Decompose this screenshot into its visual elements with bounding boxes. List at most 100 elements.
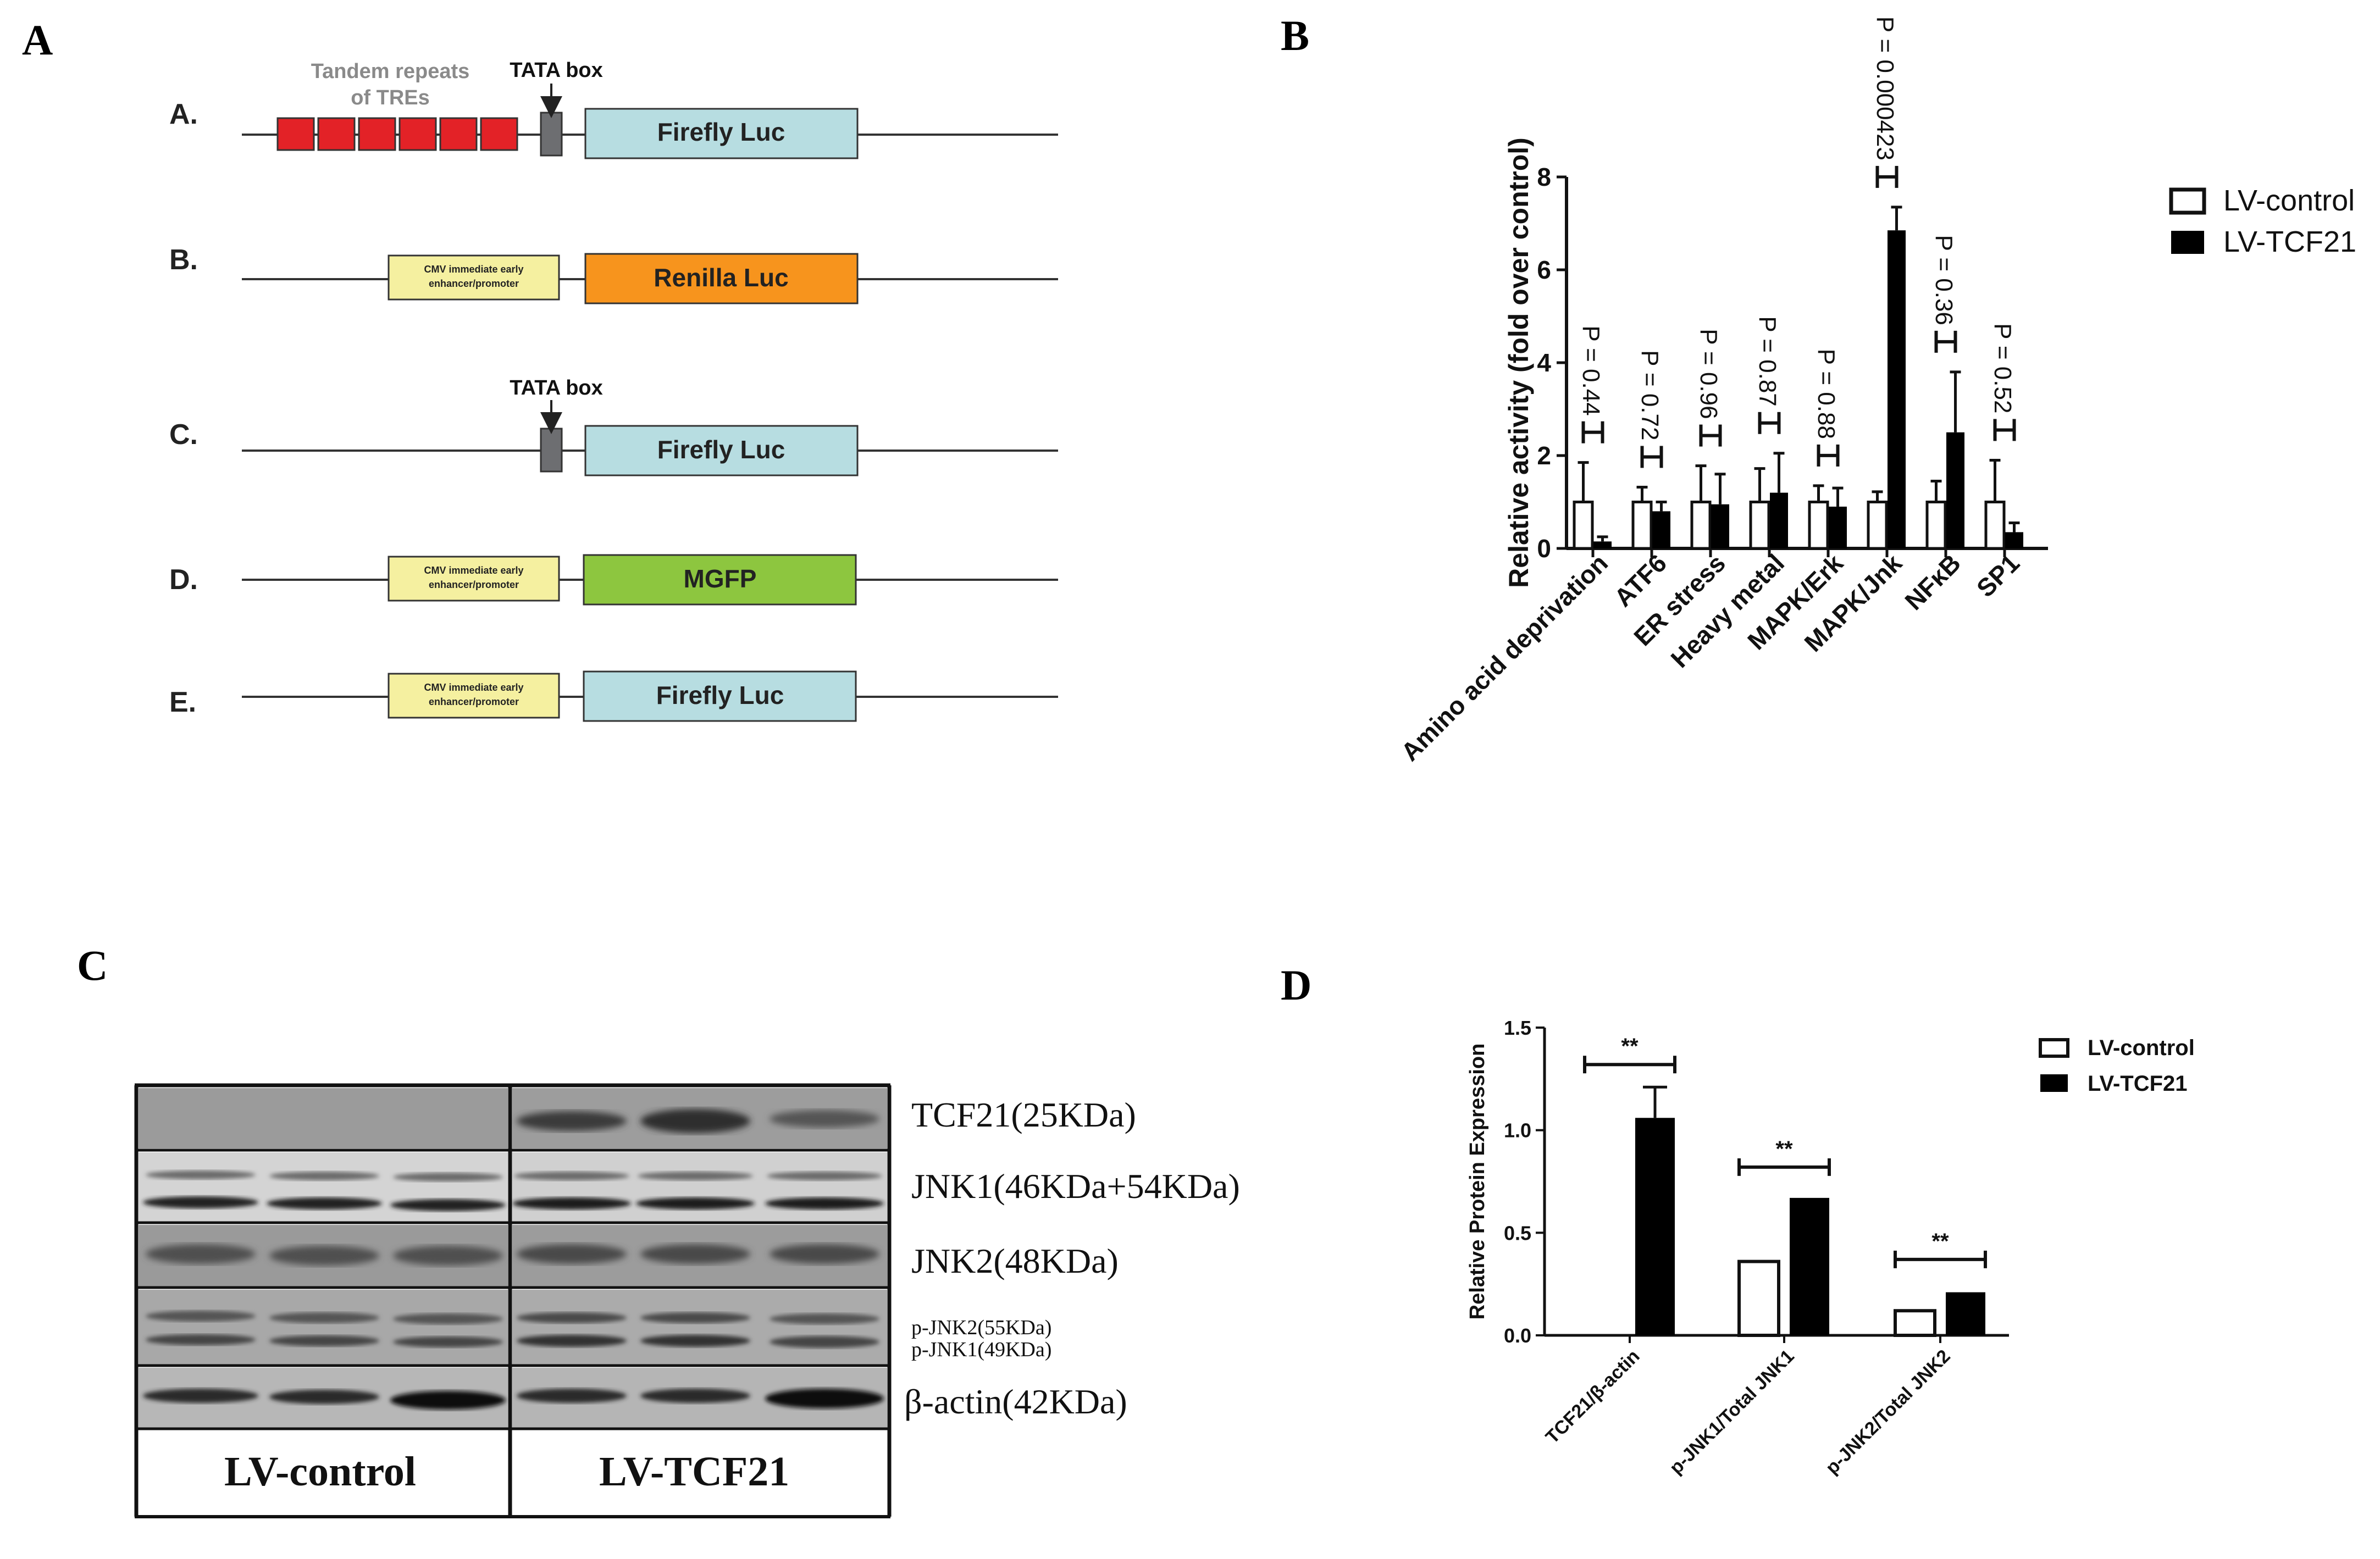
- blot-jnk2-tcf21: [512, 1225, 887, 1286]
- tre-box: [439, 117, 478, 151]
- bar-lv-tcf21: [1790, 1197, 1829, 1335]
- legend-label-lv-control: LV-control: [2088, 1036, 2195, 1060]
- y-tick-label: 2: [1537, 441, 1551, 470]
- tre-box: [398, 117, 437, 151]
- p-value-annotation: P = 0.88: [1813, 349, 1840, 439]
- x-category-label: ER stress: [1628, 548, 1731, 651]
- band-pjnk2: [517, 1312, 627, 1323]
- bar-lv-control: [1925, 501, 1947, 550]
- panel-letter-c: C: [77, 941, 108, 989]
- blot-jnk1-tcf21: [512, 1152, 887, 1222]
- band-pjnk1: [640, 1335, 750, 1347]
- panel-letter-a: A: [22, 16, 53, 64]
- cmv-promoter-d: [388, 556, 560, 602]
- band-jnk1-lower: [765, 1197, 884, 1210]
- mgfp-text: MGFP: [684, 564, 757, 593]
- significance-stars: **: [1775, 1137, 1793, 1161]
- band-pjnk1: [770, 1336, 879, 1348]
- tata-box-c: [540, 428, 563, 473]
- band-jnk1-upper: [146, 1170, 256, 1179]
- bar-lv-tcf21: [1770, 492, 1788, 548]
- blot-actin-tcf21: [512, 1368, 887, 1428]
- cmv-text-d2: enhancer/promoter: [429, 579, 519, 590]
- tre-repeats: [276, 117, 518, 151]
- bar-lv-tcf21: [1946, 432, 1964, 548]
- tata-label-c: TATA box: [510, 376, 603, 400]
- x-category-label: NFκB: [1899, 548, 1966, 615]
- blot-pjnk-tcf21: [512, 1290, 887, 1364]
- panel-letter-b: B: [1281, 12, 1310, 59]
- band-actin: [269, 1390, 379, 1404]
- tata-box-a: [540, 112, 563, 157]
- x-category-label: TCF21/β-actin: [1542, 1346, 1644, 1448]
- x-category-label: MAPK/Jnk: [1798, 548, 1907, 657]
- cmv-text-d1: CMV immediate early: [424, 565, 523, 576]
- y-tick-label: 1.0: [1504, 1119, 1531, 1142]
- bar-lv-control: [1737, 1260, 1780, 1338]
- firefly-luc-text-a: Firefly Luc: [657, 118, 785, 146]
- tre-box: [480, 117, 518, 151]
- band-jnk1-upper: [767, 1172, 882, 1180]
- bar-lv-control: [1984, 501, 2006, 550]
- band-jnk2: [393, 1246, 503, 1266]
- band-jnk2: [269, 1246, 379, 1266]
- band-jnk1-upper: [269, 1172, 379, 1180]
- bar-lv-tcf21: [2005, 532, 2023, 548]
- band-jnk2: [640, 1244, 750, 1264]
- blot-label-tcf21: TCF21(25KDa): [911, 1095, 1136, 1134]
- tre-box: [317, 117, 356, 151]
- blot-group-lv-control: LV-control: [224, 1449, 417, 1495]
- cmv-text-e1: CMV immediate early: [424, 682, 523, 693]
- bar-lv-tcf21: [1652, 511, 1670, 548]
- p-value-annotation: P = 0.52: [1989, 323, 2016, 413]
- band-pjnk2: [770, 1313, 879, 1324]
- bar-lv-control: [1894, 1309, 1936, 1337]
- blot-jnk1-control: [139, 1152, 508, 1222]
- bar-lv-tcf21: [1888, 230, 1906, 548]
- p-value-annotation: P = 0.96: [1695, 329, 1722, 419]
- firefly-luc-text-e: Firefly Luc: [656, 681, 784, 709]
- blot-label-actin: β-actin(42KDa): [904, 1382, 1127, 1421]
- band-jnk1-lower: [267, 1197, 382, 1210]
- construct-b-label: B.: [169, 244, 198, 276]
- construct-c-label: C.: [169, 419, 198, 451]
- band-actin: [640, 1389, 750, 1403]
- y-tick-label: 0.5: [1504, 1222, 1531, 1244]
- cmv-text-b2: enhancer/promoter: [429, 278, 519, 289]
- renilla-luc-text: Renilla Luc: [654, 263, 788, 292]
- tre-box: [358, 117, 396, 151]
- bar-lv-control: [1749, 501, 1770, 550]
- band-pjnk2: [640, 1312, 750, 1323]
- band-pjnk1: [269, 1335, 379, 1346]
- firefly-luc-box-a: [584, 108, 859, 159]
- band-pjnk1: [393, 1336, 503, 1347]
- band-jnk2: [770, 1244, 879, 1264]
- bar-lv-tcf21: [1593, 541, 1612, 548]
- band-jnk2: [517, 1244, 627, 1264]
- x-category-label: Heavy metal: [1665, 548, 1790, 673]
- cmv-text-b1: CMV immediate early: [424, 264, 523, 275]
- renilla-luc-box: [584, 253, 859, 304]
- legend-swatch-lv-control: [2169, 187, 2206, 215]
- cmv-text-e2: enhancer/promoter: [429, 696, 519, 707]
- blot-label-jnk1: JNK1(46KDa+54KDa): [911, 1167, 1240, 1206]
- band-pjnk1: [146, 1334, 256, 1345]
- y-axis-label: Relative activity (fold over control): [1503, 137, 1534, 588]
- band-actin: [765, 1389, 884, 1408]
- construct-e-label: E.: [169, 686, 196, 718]
- bar-lv-control: [1573, 501, 1594, 550]
- blot-jnk2-control: [139, 1225, 508, 1286]
- blot-tcf21-tcf21: [512, 1088, 887, 1149]
- y-tick-label: 1.5: [1504, 1017, 1531, 1039]
- y-axis-label: Relative Protein Expression: [1466, 1044, 1489, 1320]
- band-jnk1-lower: [512, 1197, 631, 1210]
- significance-stars: **: [1931, 1229, 1949, 1253]
- legend-label-lv-control: LV-control: [2223, 184, 2355, 217]
- blot-pjnk-control: [139, 1290, 508, 1364]
- y-tick-label: 4: [1537, 348, 1551, 377]
- y-tick-label: 6: [1537, 256, 1551, 284]
- tata-label-a: TATA box: [510, 59, 603, 82]
